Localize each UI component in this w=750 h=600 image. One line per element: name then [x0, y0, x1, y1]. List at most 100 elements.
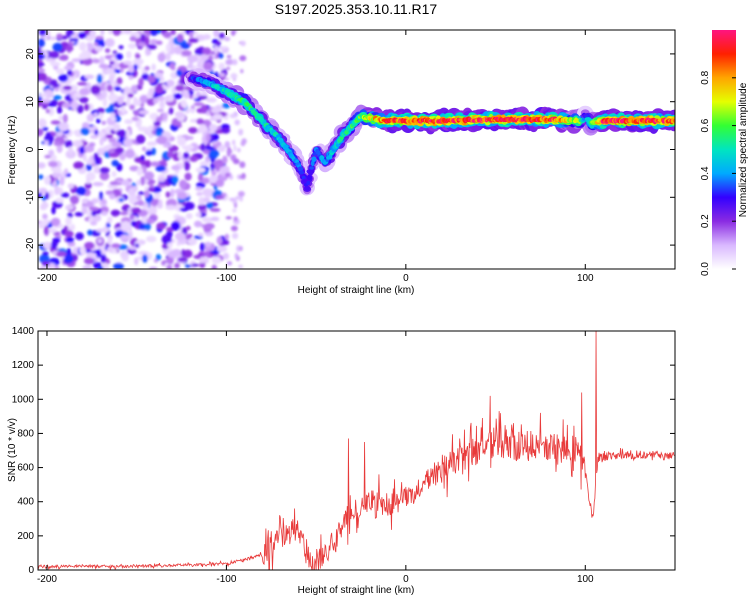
noise-blob [38, 46, 42, 56]
noise-blob [38, 162, 46, 169]
noise-blob [148, 87, 155, 97]
x-tick-label: 0 [403, 574, 409, 585]
noise-blob [136, 179, 141, 186]
noise-blob [50, 120, 61, 125]
noise-blob [143, 190, 150, 198]
noise-blob [120, 250, 129, 259]
noise-blob [41, 98, 51, 103]
y-tick-label: 800 [17, 428, 34, 439]
noise-blob [174, 111, 185, 118]
noise-blob [189, 142, 199, 152]
noise-blob [129, 36, 137, 42]
noise-blob [111, 243, 121, 249]
noise-blob [96, 228, 104, 233]
figure-title: S197.2025.353.10.11.R17 [275, 1, 438, 17]
noise-blob [199, 242, 205, 252]
noise-blob [168, 93, 175, 102]
noise-blob [156, 222, 166, 230]
noise-blob [108, 152, 120, 158]
noise-blob [58, 73, 69, 83]
noise-blob [167, 150, 174, 158]
noise-blob [145, 150, 153, 156]
noise-blob [165, 52, 171, 61]
noise-blob [201, 104, 208, 114]
noise-blob [117, 95, 124, 105]
noise-blob [153, 121, 161, 127]
noise-blob [59, 54, 69, 61]
noise-blob [82, 265, 93, 269]
noise-blob [64, 204, 75, 211]
noise-blob [237, 147, 241, 153]
noise-blob [92, 181, 104, 187]
noise-blob [220, 72, 225, 78]
noise-blob [161, 234, 172, 245]
noise-blob [100, 211, 109, 216]
noise-blob [56, 131, 64, 137]
noise-blob [93, 112, 98, 117]
noise-blob [145, 47, 150, 57]
noise-blob [49, 227, 57, 234]
noise-blob [128, 246, 137, 251]
noise-blob [232, 139, 236, 146]
noise-blob [118, 198, 124, 202]
noise-blob [169, 62, 176, 70]
noise-blob [200, 143, 206, 152]
noise-blob [155, 132, 163, 137]
noise-blob [67, 183, 75, 189]
noise-blob [96, 74, 103, 84]
spectrogram-noise [38, 30, 247, 269]
noise-blob [137, 200, 145, 207]
noise-blob [61, 102, 72, 109]
noise-blob [204, 222, 215, 230]
noise-blob [205, 97, 217, 103]
noise-blob [144, 160, 152, 168]
noise-blob [89, 30, 97, 38]
noise-blob [185, 144, 194, 150]
noise-blob [208, 124, 218, 132]
noise-blob [51, 217, 61, 227]
spectrogram-ridge [184, 68, 675, 196]
noise-blob [84, 182, 92, 189]
noise-blob [86, 158, 93, 165]
noise-blob [70, 195, 80, 205]
noise-blob [171, 164, 181, 171]
noise-blob [64, 140, 73, 148]
ridge-blob [304, 185, 310, 191]
noise-blob [173, 45, 183, 55]
snr-x-axis: -200 -100 0 100 [37, 331, 594, 585]
ridge-blob [306, 180, 311, 186]
noise-blob [84, 74, 95, 80]
noise-blob [75, 232, 84, 241]
noise-blob [227, 261, 233, 266]
noise-blob [51, 171, 62, 178]
noise-blob [179, 207, 189, 212]
noise-blob [65, 237, 75, 243]
noise-blob [78, 52, 88, 60]
y-tick-label: 0 [25, 146, 36, 152]
noise-blob [107, 30, 113, 35]
noise-blob [231, 232, 239, 240]
noise-blob [70, 101, 79, 109]
noise-blob [166, 264, 173, 269]
snr-panel: -200 -100 0 100 0 200 400 600 800 1000 1200 1400 H… [7, 326, 676, 596]
noise-blob [170, 71, 177, 79]
noise-blob [40, 220, 49, 227]
noise-blob [209, 149, 220, 158]
noise-blob [48, 51, 60, 59]
y-tick-label: -10 [25, 190, 36, 205]
noise-blob [71, 58, 83, 63]
noise-blob [75, 186, 87, 196]
noise-blob [135, 243, 140, 248]
noise-blob [202, 47, 212, 56]
noise-blob [48, 149, 55, 156]
noise-blob [125, 129, 131, 139]
noise-blob [52, 95, 62, 100]
noise-blob [168, 107, 174, 115]
noise-blob [79, 246, 86, 255]
ridge-blob [298, 170, 305, 175]
noise-blob [176, 33, 184, 43]
noise-blob [229, 113, 237, 119]
noise-blob [99, 191, 104, 201]
noise-blob [149, 30, 158, 36]
